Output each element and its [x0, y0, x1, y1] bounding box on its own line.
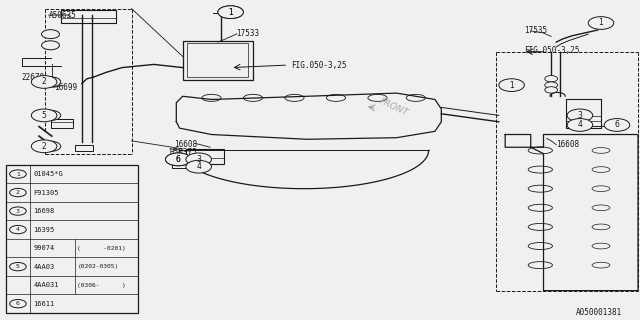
Bar [186, 149, 224, 164]
Circle shape [42, 142, 60, 151]
Text: 1: 1 [228, 8, 233, 17]
Text: 6: 6 [16, 301, 20, 306]
Text: 4AA03: 4AA03 [33, 264, 54, 270]
Text: 6: 6 [614, 120, 620, 130]
Text: FRONT: FRONT [378, 97, 409, 118]
Text: 1: 1 [598, 19, 604, 28]
Text: H50375: H50375 [170, 148, 198, 157]
Circle shape [604, 119, 630, 131]
Text: 1: 1 [509, 81, 514, 90]
Circle shape [218, 6, 243, 19]
Text: 2: 2 [16, 190, 20, 195]
Text: 99074: 99074 [33, 245, 54, 251]
Circle shape [31, 140, 57, 153]
Circle shape [42, 77, 60, 86]
Circle shape [166, 153, 191, 166]
Circle shape [40, 141, 61, 151]
Text: FIG.050-3,25: FIG.050-3,25 [524, 46, 580, 55]
Circle shape [31, 109, 57, 122]
Bar [51, 119, 74, 122]
Circle shape [588, 17, 614, 29]
Text: (      -0201): ( -0201) [77, 246, 126, 251]
Text: 16395: 16395 [33, 227, 54, 233]
Bar [187, 43, 248, 77]
Circle shape [567, 119, 593, 131]
Text: 2: 2 [42, 142, 47, 151]
Bar [51, 119, 74, 128]
Text: A50635: A50635 [49, 11, 76, 20]
Circle shape [545, 87, 557, 93]
Text: F91305: F91305 [33, 189, 59, 196]
Circle shape [31, 76, 57, 88]
Circle shape [42, 30, 60, 39]
Bar [566, 100, 601, 128]
Text: 1: 1 [16, 172, 20, 177]
Circle shape [42, 111, 60, 120]
Text: 16698: 16698 [33, 208, 54, 214]
Circle shape [166, 153, 191, 166]
Text: A050001381: A050001381 [575, 308, 621, 317]
Circle shape [40, 110, 61, 121]
Circle shape [10, 262, 26, 271]
Circle shape [40, 77, 61, 87]
Text: 2: 2 [42, 77, 47, 86]
Text: 3: 3 [196, 155, 201, 164]
Circle shape [10, 188, 26, 197]
Text: 01045*G: 01045*G [33, 171, 63, 177]
Circle shape [545, 82, 557, 88]
Text: 4: 4 [16, 227, 20, 232]
Circle shape [186, 153, 211, 166]
Bar [61, 10, 116, 23]
Text: (0306-      ): (0306- ) [77, 283, 126, 288]
Text: 3: 3 [577, 111, 582, 120]
Bar [76, 145, 93, 151]
Text: 16611: 16611 [33, 301, 54, 307]
Circle shape [567, 109, 593, 122]
Circle shape [42, 41, 60, 50]
Text: 4: 4 [196, 162, 201, 171]
Circle shape [218, 6, 243, 19]
Circle shape [10, 207, 26, 215]
Text: FIG.050-3,25: FIG.050-3,25 [291, 61, 347, 70]
Circle shape [10, 226, 26, 234]
Text: 4: 4 [577, 120, 582, 130]
Bar [6, 165, 138, 313]
Text: 4AA031: 4AA031 [33, 282, 59, 288]
Text: 16608: 16608 [556, 140, 579, 149]
Text: (0202-0305): (0202-0305) [77, 264, 118, 269]
Text: 5: 5 [16, 264, 20, 269]
Circle shape [10, 300, 26, 308]
Text: 6: 6 [176, 155, 180, 164]
Text: 17533: 17533 [236, 29, 259, 38]
Text: 17535: 17535 [524, 27, 547, 36]
Circle shape [545, 76, 557, 82]
Text: 22670: 22670 [21, 73, 44, 82]
Text: 6: 6 [176, 155, 180, 164]
Circle shape [499, 79, 524, 92]
Circle shape [186, 160, 211, 173]
Text: 3: 3 [16, 209, 20, 213]
Text: 16608: 16608 [174, 140, 198, 149]
Text: 16699: 16699 [54, 84, 77, 92]
Text: 5: 5 [42, 111, 47, 120]
Text: 1: 1 [228, 8, 233, 17]
Bar [182, 41, 253, 80]
Circle shape [10, 170, 26, 178]
